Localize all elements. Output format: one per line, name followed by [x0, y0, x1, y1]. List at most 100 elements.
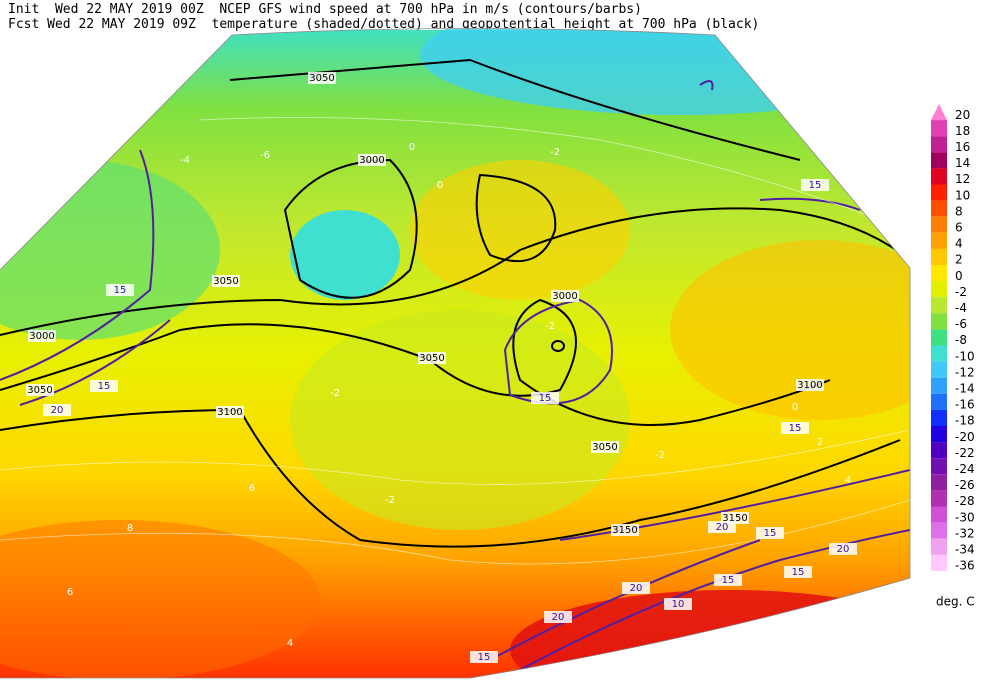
legend-label: -6	[955, 317, 967, 331]
temperature-label: 4	[287, 638, 293, 649]
wind-label: 20	[837, 544, 850, 555]
wind-label-bg	[664, 598, 692, 610]
temperature-label: 2	[817, 437, 823, 448]
wind-label: 15	[114, 285, 127, 296]
legend-swatch	[931, 232, 947, 249]
legend-swatch	[931, 184, 947, 201]
wind-label-bg	[43, 404, 71, 416]
temperature-label: 8	[127, 523, 133, 534]
wind-label: 20	[552, 612, 565, 623]
legend-swatch	[931, 297, 947, 314]
legend-label: -2	[955, 285, 967, 299]
header-forecast: Fcst Wed 22 MAY 2019 09Z temperature (sh…	[8, 17, 760, 32]
wind-label-bg	[784, 566, 812, 578]
legend-swatch	[931, 265, 947, 282]
legend-label: -24	[955, 462, 975, 476]
legend-swatch	[931, 329, 947, 346]
legend-swatch	[931, 554, 947, 571]
legend-label: -4	[955, 301, 967, 315]
wind-label: 20	[716, 522, 729, 533]
wind-label-bg	[829, 543, 857, 555]
wind-label-bg	[531, 392, 559, 404]
wind-label: 15	[809, 180, 822, 191]
height-label-bg	[358, 154, 386, 166]
legend-swatch	[931, 377, 947, 394]
height-label-bg	[216, 406, 244, 418]
legend-label: 18	[955, 124, 970, 138]
height-label: 3050	[592, 442, 617, 453]
legend-label: 16	[955, 140, 970, 154]
height-label-bg	[796, 379, 824, 391]
height-label-bg	[212, 275, 240, 287]
legend-label: 20	[955, 108, 970, 122]
legend-label: -36	[955, 559, 975, 573]
temperature-label: 0	[792, 402, 798, 413]
wind-label-bg	[470, 651, 498, 663]
temperature-label: -2	[550, 147, 560, 158]
temperature-label: 4	[845, 475, 851, 486]
legend-swatch	[931, 490, 947, 507]
wind-label-bg	[90, 380, 118, 392]
legend-label: -28	[955, 494, 975, 508]
wind-label-bg	[622, 582, 650, 594]
legend-label: 6	[955, 220, 963, 234]
temperature-label: -2	[545, 321, 555, 332]
height-label-bg	[26, 384, 54, 396]
legend-swatch	[931, 442, 947, 459]
legend-swatch	[931, 506, 947, 523]
wind-label: 15	[478, 652, 491, 663]
wind-label-bg	[544, 611, 572, 623]
temperature-label: -2	[330, 388, 340, 399]
wind-label: 10	[672, 599, 685, 610]
legend-swatch	[931, 458, 947, 475]
height-label: 3100	[217, 407, 242, 418]
height-label-bg	[308, 72, 336, 84]
height-label-bg	[591, 441, 619, 453]
wind-label-bg	[781, 422, 809, 434]
wind-label-bg	[801, 179, 829, 191]
temperature-field	[0, 28, 910, 678]
legend-label: -16	[955, 398, 975, 412]
height-label: 3100	[797, 380, 822, 391]
legend-label: -30	[955, 510, 975, 524]
temperature-label: -2	[655, 450, 665, 461]
height-label-bg	[551, 290, 579, 302]
legend-swatch	[931, 409, 947, 426]
height-label: 3000	[552, 291, 577, 302]
temperature-label: -6	[260, 150, 270, 161]
legend-label: 14	[955, 156, 970, 170]
height-label: 3050	[309, 73, 334, 84]
legend-label: -8	[955, 333, 967, 347]
height-label: 3150	[722, 513, 747, 524]
wind-label-bg	[714, 574, 742, 586]
legend-swatch	[931, 361, 947, 378]
wind-label-bg	[708, 521, 736, 533]
legend-label: -20	[955, 430, 975, 444]
legend-label: -22	[955, 446, 975, 460]
legend-label: -26	[955, 478, 975, 492]
height-label: 3000	[29, 331, 54, 342]
wind-label: 15	[792, 567, 805, 578]
legend-swatch	[931, 522, 947, 539]
wind-label: 20	[630, 583, 643, 594]
height-label-bg	[28, 330, 56, 342]
height-label: 3150	[612, 525, 637, 536]
height-label-bg	[611, 524, 639, 536]
height-label: 3000	[359, 155, 384, 166]
legend-swatch	[931, 345, 947, 362]
legend-label: -10	[955, 349, 975, 363]
wind-label: 15	[764, 528, 777, 539]
height-label: 3050	[27, 385, 52, 396]
temperature-label: 0	[409, 142, 415, 153]
legend-label: -32	[955, 526, 975, 540]
legend-swatch	[931, 216, 947, 233]
legend-swatch	[931, 136, 947, 153]
legend-label: -34	[955, 542, 975, 556]
wind-label: 15	[98, 381, 111, 392]
legend-swatch	[931, 281, 947, 298]
legend-label: 4	[955, 237, 963, 251]
legend-swatch	[931, 152, 947, 169]
wind-label-bg	[106, 284, 134, 296]
